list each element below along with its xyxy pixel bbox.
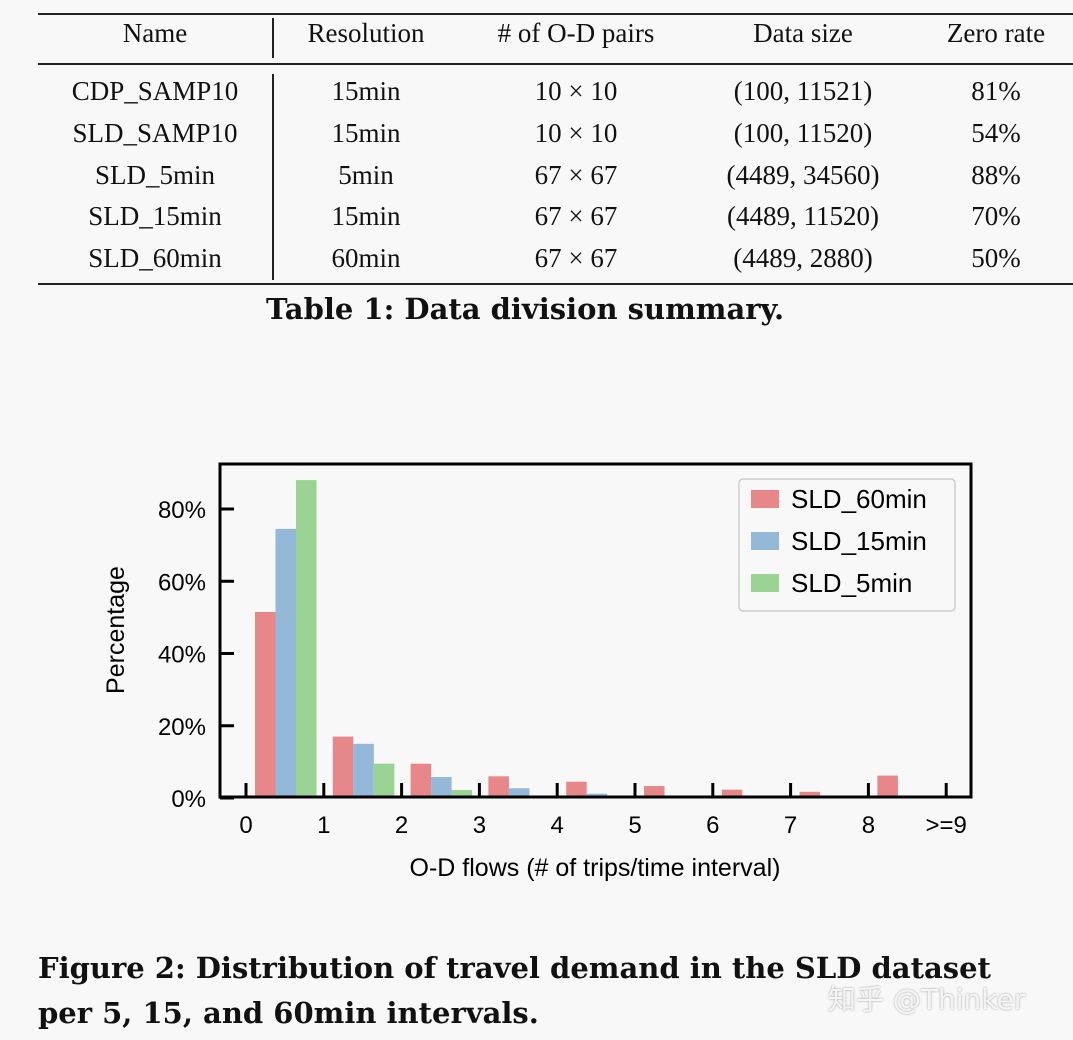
y-tick-label: 80% (158, 497, 206, 524)
table-cell: 50% (971, 243, 1021, 273)
bar-SLD_5min-2 (451, 790, 473, 798)
x-tick-label: 0 (239, 812, 252, 839)
column-header: # of O-D pairs (497, 18, 655, 48)
bar-chart: 0 1 2 3 4 5 6 7 8 >=9 0% 20% 40% 60% 80% O-D flows (# o… (102, 462, 973, 882)
watermark: 知乎 @Thinker (828, 983, 1026, 1016)
bar-SLD_5min-1 (373, 763, 395, 798)
table-cell: 70% (971, 201, 1021, 231)
bar-SLD_5min-0 (296, 480, 317, 798)
table-cell: CDP_SAMP10 (71, 76, 239, 106)
table-cell: (4489, 2880) (733, 243, 873, 273)
y-tick-label: 40% (158, 642, 206, 669)
table-cell: 15min (331, 118, 401, 148)
column-header: Resolution (307, 18, 425, 48)
bar-SLD_15min-2 (431, 777, 452, 798)
figure-caption-line2: per 5, 15, and 60min intervals. (38, 996, 539, 1030)
table-top-rule (38, 13, 1073, 15)
bar-SLD_60min-7 (799, 791, 821, 798)
y-tick-label: 60% (158, 569, 206, 596)
table-divider (272, 74, 274, 280)
column-header: Name (122, 18, 188, 48)
table-cell: SLD_15min (88, 201, 222, 231)
legend-swatch-SLD_15min (751, 532, 779, 550)
bar-SLD_60min-6 (721, 789, 743, 798)
table-caption: Table 1: Data division summary. (266, 292, 785, 326)
x-tick-label: 1 (317, 812, 330, 839)
x-tick-label: 6 (706, 812, 719, 839)
legend-label: SLD_60min (791, 484, 927, 514)
table-cell: SLD_SAMP10 (72, 118, 238, 148)
legend-swatch-SLD_60min (751, 490, 779, 508)
table-bottom-rule (38, 283, 1073, 285)
legend-box (738, 478, 956, 612)
column-header: Zero rate (946, 18, 1046, 48)
bar-SLD_60min-1 (332, 736, 354, 798)
table-cell: 5min (338, 160, 394, 190)
bar-SLD_15min-1 (353, 743, 374, 798)
legend-label: SLD_5min (791, 568, 912, 598)
table-cell: 67 × 67 (534, 243, 618, 273)
plot-frame (218, 462, 973, 799)
table-cell: 60min (331, 243, 401, 273)
table-cell: 54% (971, 118, 1021, 148)
table-cell: 88% (971, 160, 1021, 190)
y-tick-label: 0% (171, 786, 206, 813)
bar-SLD_15min-0 (275, 528, 296, 798)
table-cell: SLD_60min (88, 243, 222, 273)
y-axis-label: Percentage (102, 566, 130, 694)
table-cell: 81% (971, 76, 1021, 106)
table-cell: (4489, 34560) (726, 160, 880, 190)
bar-SLD_60min-5 (644, 786, 665, 798)
bar-SLD_15min-3 (508, 788, 530, 798)
table-cell: (4489, 11520) (727, 201, 879, 231)
x-tick-label: 4 (551, 812, 564, 839)
x-tick-label: 8 (862, 812, 875, 839)
x-tick-label: >=9 (926, 812, 967, 839)
table-cell: 67 × 67 (534, 160, 618, 190)
table-cell: 15min (331, 201, 401, 231)
bar-SLD_60min-0 (255, 611, 276, 798)
x-tick-label: 7 (784, 812, 797, 839)
legend-swatch-SLD_5min (751, 574, 779, 592)
figure-caption-line1: Figure 2: Distribution of travel demand … (38, 951, 991, 985)
table-cell: (100, 11521) (733, 76, 873, 106)
table-cell: 10 × 10 (534, 76, 618, 106)
x-tick-label: 3 (473, 812, 486, 839)
bar-SLD_60min-3 (488, 776, 509, 798)
table-cell: (100, 11520) (733, 118, 873, 148)
x-axis-label: O-D flows (# of trips/time interval) (410, 854, 781, 882)
table-cell: 67 × 67 (534, 201, 618, 231)
x-tick-label: 5 (628, 812, 641, 839)
table-cell: SLD_5min (94, 160, 215, 190)
table-cell: 15min (331, 76, 401, 106)
bar-SLD_60min-4 (566, 781, 587, 798)
table-header-rule (38, 63, 1073, 65)
x-tick-label: 2 (395, 812, 408, 839)
bar-SLD_60min-2 (410, 763, 432, 798)
bar-SLD_60min-8 (877, 775, 898, 798)
table-divider (272, 18, 274, 58)
table-cell: 10 × 10 (534, 118, 618, 148)
y-tick-label: 20% (158, 714, 206, 741)
column-header: Data size (753, 18, 853, 48)
legend-label: SLD_15min (791, 526, 927, 556)
